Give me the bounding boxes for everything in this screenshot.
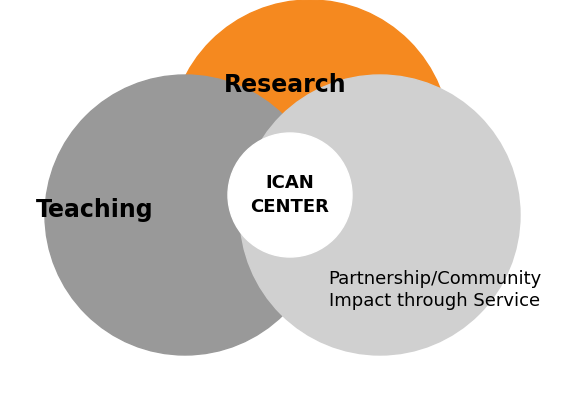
Text: Teaching: Teaching [36, 198, 154, 222]
Text: Research: Research [223, 73, 346, 97]
Circle shape [45, 75, 325, 355]
Text: Partnership/Community
Impact through Service: Partnership/Community Impact through Ser… [328, 270, 542, 310]
Text: ICAN
CENTER: ICAN CENTER [250, 174, 329, 216]
Circle shape [170, 0, 450, 280]
Circle shape [228, 133, 352, 257]
Circle shape [240, 75, 520, 355]
